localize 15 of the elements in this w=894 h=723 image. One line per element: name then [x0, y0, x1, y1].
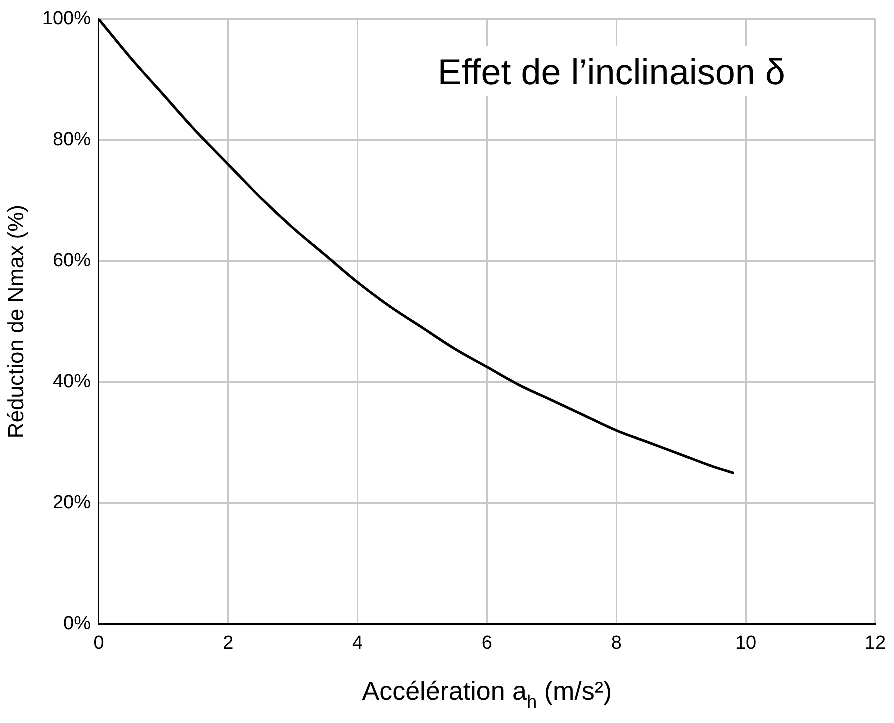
x-tick-label: 12 — [864, 632, 886, 654]
y-tick-label: 20% — [52, 492, 92, 514]
y-tick-label: 40% — [52, 372, 92, 393]
annotation: Effet de l’inclinaison δ — [438, 51, 786, 92]
x-tick-label: 4 — [352, 632, 364, 654]
x-tick-label: 10 — [735, 632, 757, 654]
x-tick-label: 0 — [94, 632, 104, 654]
x-tick-label: 6 — [482, 632, 493, 654]
y-axis-title: Réduction de Nmax (%) — [3, 205, 28, 439]
y-tick-label: 80% — [52, 130, 92, 151]
y-tick-label: 60% — [52, 250, 92, 272]
y-tick-label: 0% — [64, 613, 92, 634]
y-tick-label: 100% — [42, 8, 92, 30]
x-tick-label: 2 — [223, 632, 234, 654]
x-tick-label: 8 — [611, 632, 622, 654]
